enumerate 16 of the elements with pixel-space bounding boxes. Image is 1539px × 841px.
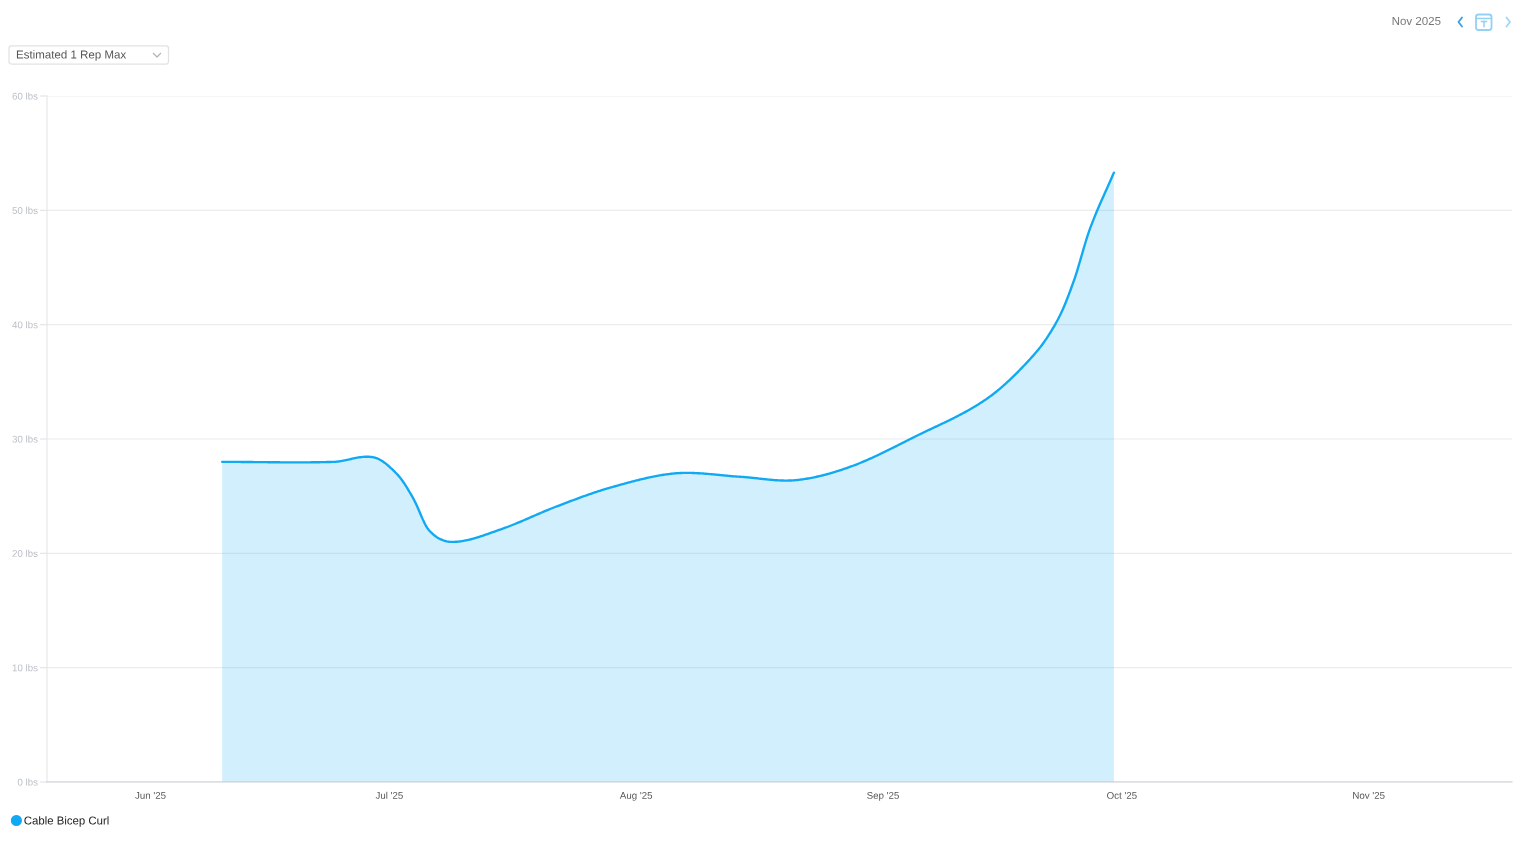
x-tick-label: Oct '25	[1107, 791, 1137, 799]
x-tick-label: Sep '25	[867, 791, 899, 801]
y-tick-label: 10 lbs	[12, 664, 38, 672]
y-tick-label: 50 lbs	[12, 206, 38, 214]
y-tick-label: 20 lbs	[12, 549, 38, 557]
x-tick-label: Jul '25	[375, 791, 403, 799]
y-tick-label: 60 lbs	[12, 92, 38, 100]
x-tick-label: Jun '25	[135, 791, 166, 799]
x-tick-label: Nov '25	[1353, 791, 1385, 799]
chart-subtitle: Nov 2025	[1392, 16, 1441, 26]
y-tick-label: 0 lbs	[17, 778, 38, 786]
y-tick-label: 30 lbs	[12, 435, 38, 443]
legend-label: Cable Bicep Curl	[24, 816, 109, 827]
y-tick-label: 40 lbs	[12, 321, 38, 329]
chart-title: Estimated 1 Rep Max	[16, 50, 127, 61]
x-tick-label: Aug '25	[619, 791, 653, 801]
